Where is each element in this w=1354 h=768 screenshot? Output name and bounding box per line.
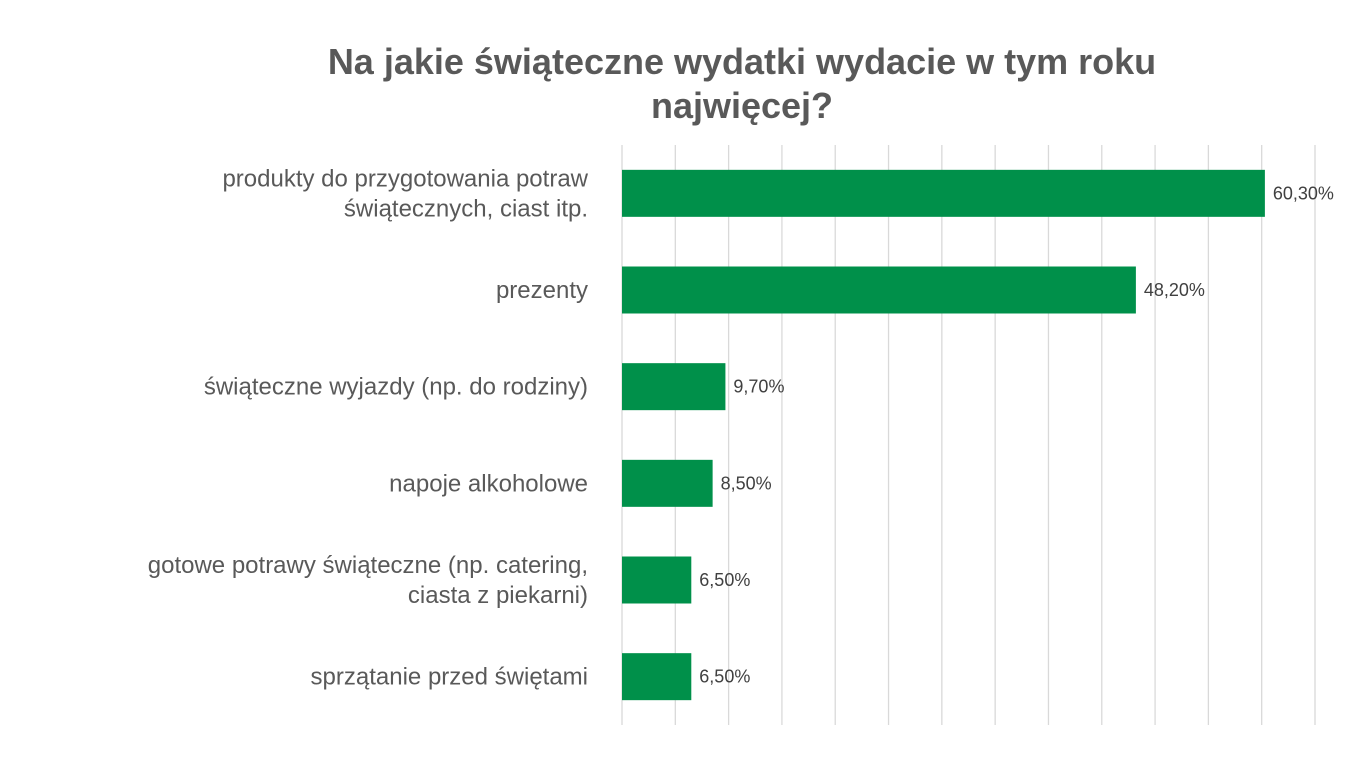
data-label: 6,50%: [699, 570, 750, 590]
data-label: 60,30%: [1273, 183, 1334, 203]
category-label: ciasta z piekarni): [408, 582, 588, 609]
data-label: 48,20%: [1144, 280, 1205, 300]
category-label: świąteczne wyjazdy (np. do rodziny): [204, 374, 588, 401]
data-label: 6,50%: [699, 667, 750, 687]
category-label: świątecznych, ciast itp.: [344, 195, 588, 222]
bar: [622, 459, 713, 507]
bar: [622, 169, 1265, 217]
chart-title-line: najwięcej?: [650, 85, 834, 126]
category-label: produkty do przygotowania potraw: [222, 165, 588, 192]
category-label: gotowe potrawy świąteczne (np. catering,: [148, 552, 588, 579]
category-label: prezenty: [496, 277, 588, 304]
bar: [622, 266, 1136, 314]
category-label: napoje alkoholowe: [389, 470, 588, 497]
chart-title: Na jakie świąteczne wydatki wydacie w ty…: [140, 40, 1344, 128]
category-label: sprzątanie przed świętami: [311, 664, 588, 691]
chart-title-line: Na jakie świąteczne wydatki wydacie w ty…: [327, 41, 1157, 82]
bar: [622, 653, 692, 701]
bar: [622, 363, 726, 411]
data-label: 8,50%: [721, 473, 772, 493]
bar: [622, 556, 692, 604]
data-label: 9,70%: [733, 377, 784, 397]
